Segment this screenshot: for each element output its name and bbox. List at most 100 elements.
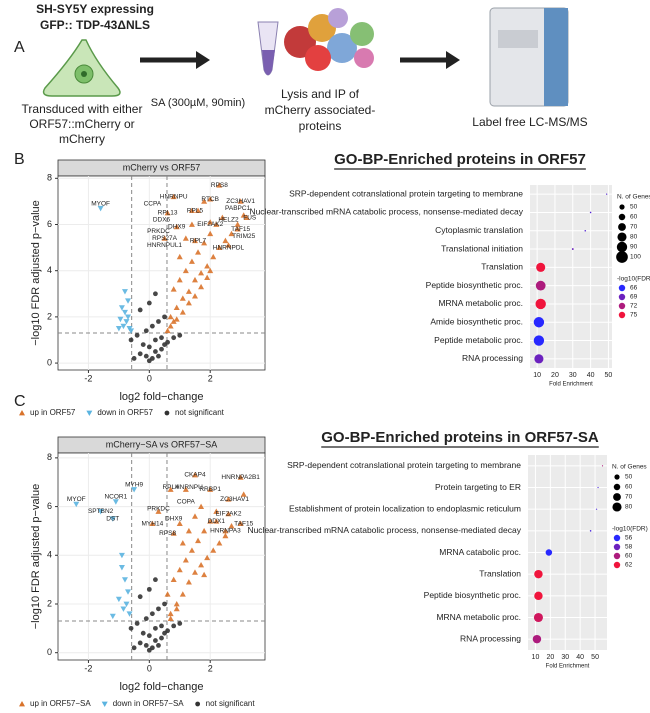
y-tick-label: 8 bbox=[47, 452, 52, 462]
gene-label: EIF2AK2 bbox=[215, 511, 241, 518]
legend-color bbox=[613, 543, 621, 551]
protein bbox=[305, 45, 331, 71]
legend-label: 50 bbox=[625, 474, 633, 481]
point bbox=[161, 235, 168, 241]
y-tick-label: 4 bbox=[47, 265, 52, 275]
point bbox=[167, 610, 174, 617]
legend-size bbox=[618, 213, 626, 221]
point bbox=[176, 253, 183, 260]
dot bbox=[597, 486, 599, 489]
point bbox=[240, 212, 247, 218]
point bbox=[153, 638, 158, 643]
point bbox=[207, 219, 214, 225]
category-label: SRP-dependent cotranslational protein ta… bbox=[287, 460, 521, 470]
x-tick-label: 10 bbox=[532, 654, 540, 661]
legend-size bbox=[614, 474, 620, 480]
panel-label: C bbox=[14, 393, 26, 410]
point bbox=[176, 276, 183, 283]
gene-label: COPA bbox=[177, 498, 196, 505]
legend-title: N. of Genes bbox=[612, 464, 647, 471]
point bbox=[188, 207, 195, 214]
legend-label: 69 bbox=[630, 294, 638, 301]
point bbox=[179, 309, 186, 315]
legend-marker bbox=[101, 701, 108, 707]
legend-label: 60 bbox=[630, 214, 638, 221]
point bbox=[207, 230, 214, 237]
point bbox=[131, 487, 138, 493]
point bbox=[173, 316, 180, 322]
gene-label: RRBP1 bbox=[199, 486, 221, 493]
point bbox=[128, 328, 135, 334]
legend-label: 70 bbox=[630, 224, 638, 231]
point bbox=[128, 625, 134, 631]
point bbox=[234, 226, 241, 232]
point bbox=[216, 182, 223, 188]
step-text: mCherry associated- bbox=[265, 103, 376, 117]
point bbox=[201, 239, 208, 246]
point bbox=[182, 557, 189, 563]
point bbox=[237, 474, 244, 480]
point bbox=[182, 267, 189, 274]
point bbox=[222, 527, 229, 534]
cell-title: SH-SY5Y expressing bbox=[36, 2, 154, 16]
point bbox=[170, 286, 177, 292]
point bbox=[204, 274, 211, 281]
dot bbox=[589, 211, 592, 214]
point bbox=[185, 527, 192, 534]
point bbox=[191, 293, 198, 299]
point bbox=[213, 508, 220, 514]
legend-title: -log10(FDR) bbox=[617, 276, 650, 283]
legend-size bbox=[617, 232, 627, 242]
gene-label: DDX1 bbox=[208, 518, 226, 525]
gene-label: PRKDC bbox=[147, 228, 170, 235]
point bbox=[123, 601, 130, 607]
point bbox=[195, 537, 202, 544]
point bbox=[167, 313, 174, 320]
x-tick-label: 0 bbox=[147, 373, 152, 383]
point bbox=[121, 289, 128, 295]
gene-label: RPS8 bbox=[159, 530, 176, 537]
legend-label: 80 bbox=[625, 504, 633, 511]
legend-marker bbox=[164, 410, 170, 416]
point bbox=[159, 346, 164, 352]
gene-label: RPS8 bbox=[211, 182, 228, 189]
gene-label: HNRNPA3 bbox=[210, 528, 241, 535]
panel-a-art bbox=[42, 7, 569, 107]
gene-label: SPTBN2 bbox=[88, 508, 114, 515]
y-tick-label: 8 bbox=[47, 173, 52, 183]
legend-size bbox=[613, 493, 621, 501]
legend-size bbox=[612, 502, 622, 512]
point bbox=[173, 223, 180, 230]
step-text: mCherry bbox=[59, 132, 105, 146]
point bbox=[153, 625, 158, 631]
x-tick-label: 40 bbox=[576, 654, 584, 661]
gene-label: RPL5 bbox=[187, 207, 204, 214]
point bbox=[201, 198, 208, 204]
step-text: Lysis and IP of bbox=[281, 87, 360, 101]
point bbox=[225, 242, 232, 248]
gene-label: TAF15 bbox=[231, 226, 250, 233]
point bbox=[191, 471, 198, 478]
nucleolus bbox=[81, 71, 87, 77]
gene-label: HELZ2 bbox=[218, 217, 239, 224]
y-tick-label: 4 bbox=[47, 550, 52, 560]
point bbox=[146, 344, 152, 350]
point bbox=[97, 509, 104, 515]
point bbox=[198, 503, 205, 509]
tube-fill bbox=[262, 50, 275, 75]
point bbox=[149, 611, 155, 617]
legend-size bbox=[613, 483, 621, 491]
x-axis-label: Fold Enrichment bbox=[549, 382, 593, 388]
point bbox=[167, 486, 174, 492]
point bbox=[173, 605, 180, 612]
gene-label: MYH14 bbox=[142, 520, 164, 527]
y-tick-label: 0 bbox=[47, 647, 52, 657]
point bbox=[167, 323, 174, 329]
point bbox=[109, 613, 116, 620]
legend-label: 62 bbox=[625, 562, 633, 569]
y-axis-label: −log10 FDR adjusted p−value bbox=[30, 200, 42, 346]
protein bbox=[350, 22, 374, 46]
gene-label: HNRNPDL bbox=[213, 244, 245, 251]
category-label: Nuclear-transcribed mRNA catabolic proce… bbox=[247, 525, 521, 535]
step-text: ORF57::mCherry or bbox=[29, 117, 134, 131]
